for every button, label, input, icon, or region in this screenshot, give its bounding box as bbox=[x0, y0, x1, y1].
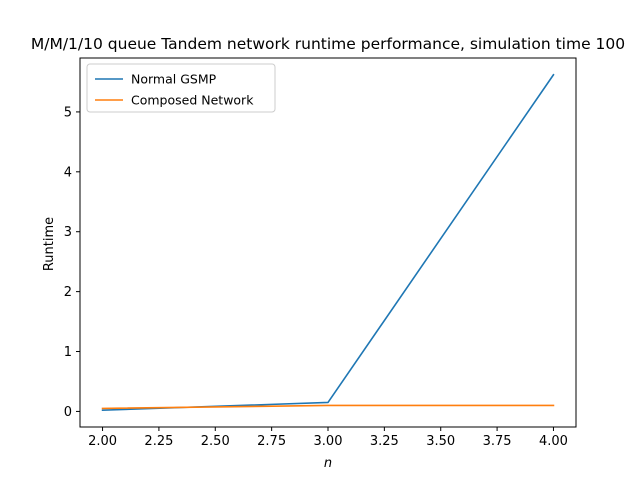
x-tick-label: 2.75 bbox=[257, 434, 286, 449]
x-tick-label: 2.25 bbox=[144, 434, 173, 449]
legend-entry-label: Composed Network bbox=[131, 93, 254, 108]
legend: Normal GSMP Composed Network bbox=[86, 63, 276, 113]
x-tick-label: 2.50 bbox=[201, 434, 230, 449]
x-tick-label: 3.50 bbox=[426, 434, 455, 449]
series-line-normal-gsmp bbox=[101, 73, 555, 412]
y-tick-label: 4 bbox=[64, 165, 72, 180]
y-tick-label: 2 bbox=[64, 285, 72, 300]
y-tick-label: 0 bbox=[64, 405, 72, 420]
axes-frame bbox=[79, 57, 577, 428]
legend-entry-label: Normal GSMP bbox=[131, 72, 217, 87]
series-line-composed-network bbox=[101, 404, 555, 410]
chart-title: M/M/1/10 queue Tandem network runtime pe… bbox=[31, 35, 625, 53]
y-tick-label: 3 bbox=[64, 225, 72, 240]
x-tick-label: 4.00 bbox=[539, 434, 568, 449]
x-tick-label: 3.00 bbox=[314, 434, 343, 449]
y-tick-label: 5 bbox=[64, 105, 72, 120]
legend-box bbox=[86, 63, 276, 113]
x-axis-label: n bbox=[324, 456, 332, 471]
series-layer bbox=[101, 73, 555, 412]
x-tick-label: 2.00 bbox=[88, 434, 117, 449]
x-tick-label: 3.75 bbox=[483, 434, 512, 449]
x-axis-ticks: 2.00 2.25 2.50 2.75 3.00 3.25 3.50 3.75 4.00 bbox=[88, 427, 568, 449]
plot-area-border bbox=[79, 57, 577, 428]
y-axis-label: Runtime bbox=[42, 217, 57, 271]
y-tick-label: 1 bbox=[64, 345, 72, 360]
x-tick-label: 3.25 bbox=[370, 434, 399, 449]
y-axis-ticks: 0 1 2 3 4 5 bbox=[64, 105, 80, 420]
